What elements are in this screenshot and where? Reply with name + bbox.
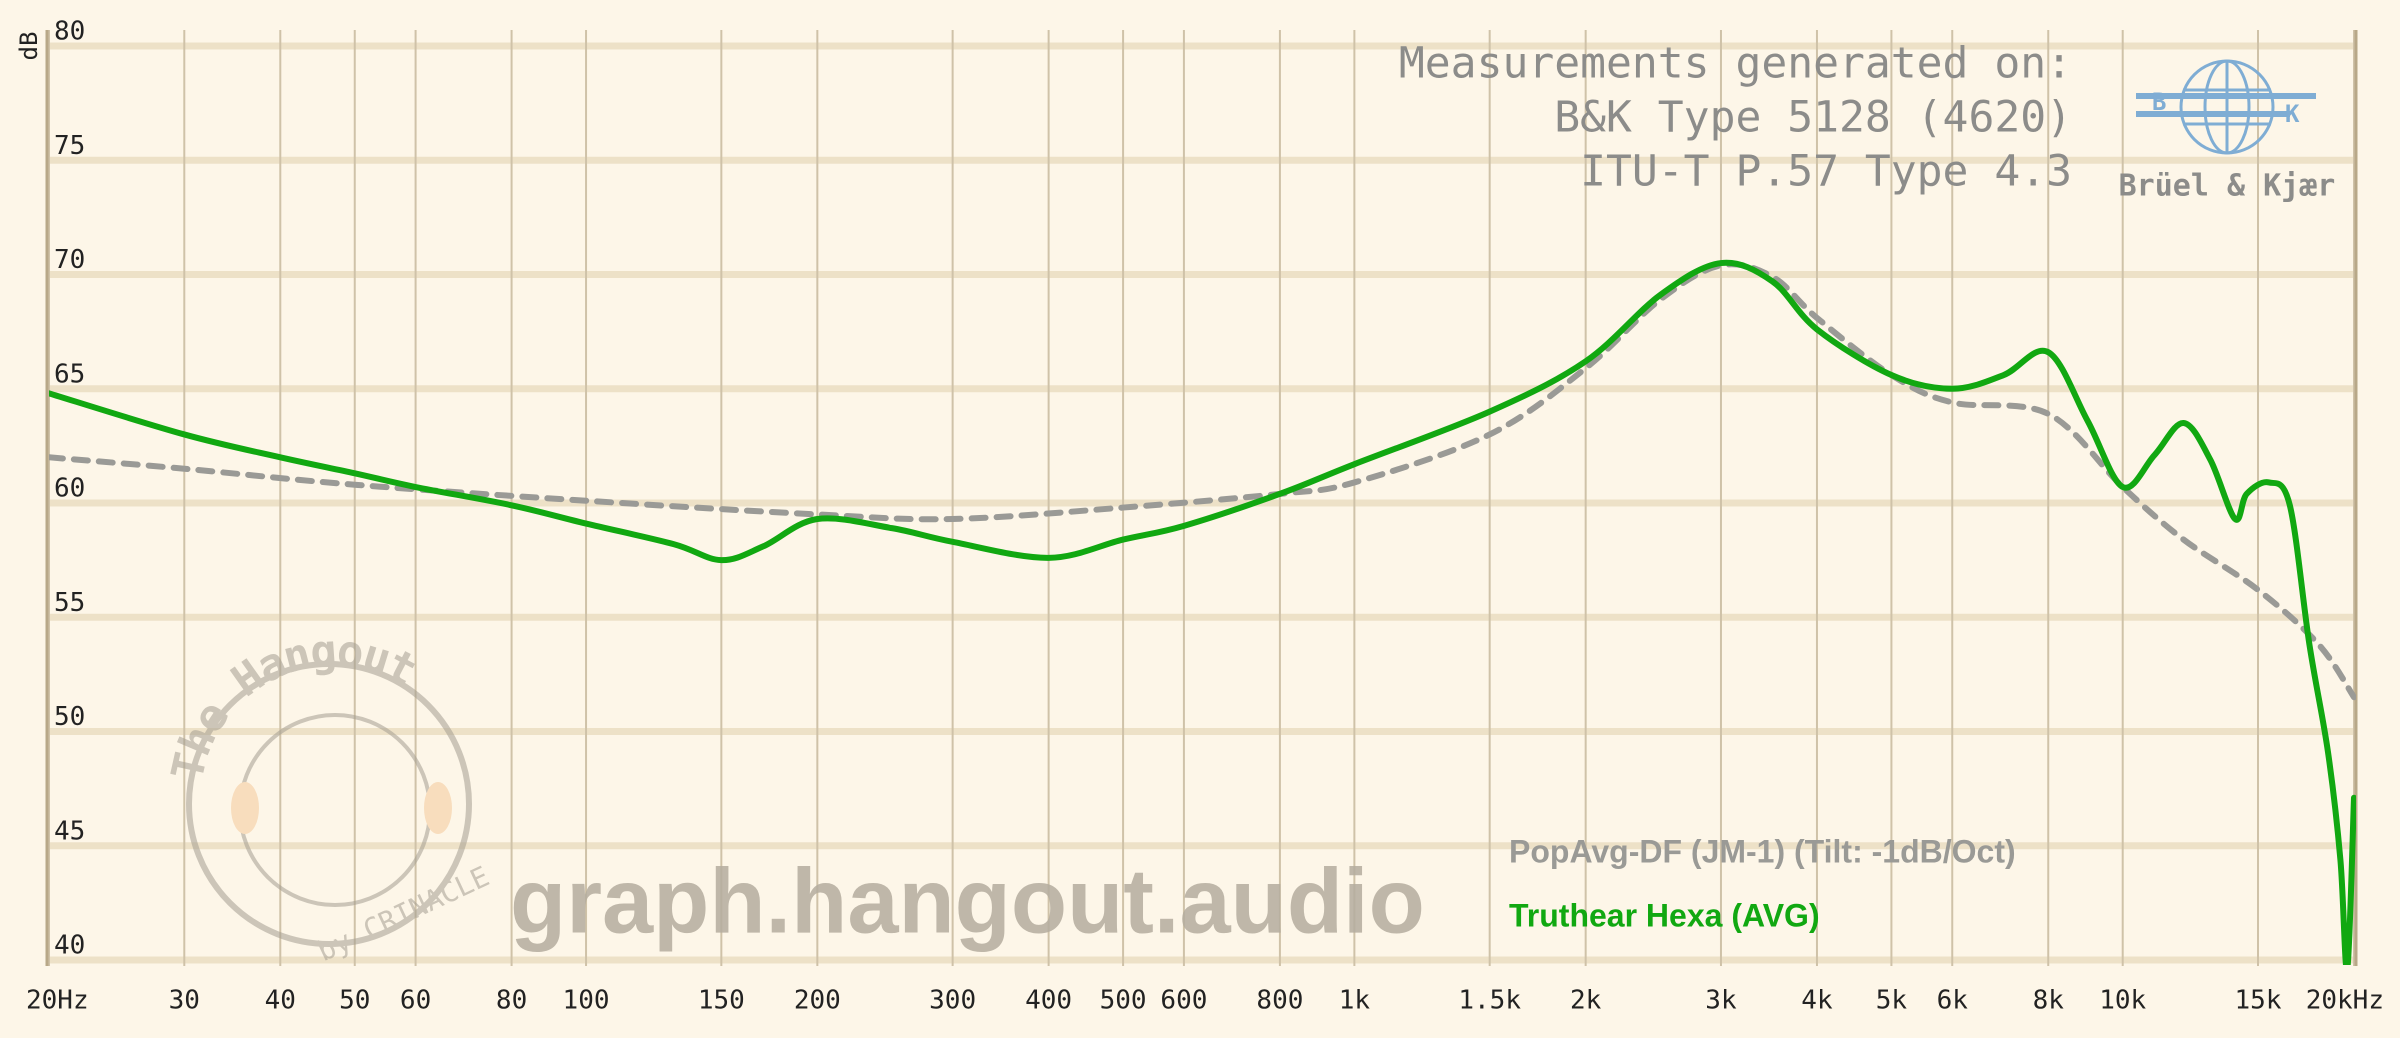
y-tick-label: 55 [54, 588, 85, 618]
x-tick-label: 600 [1160, 986, 1207, 1016]
badge-ear [231, 782, 259, 834]
x-tick-label: 200 [794, 986, 841, 1016]
x-tick-label: 4k [1801, 986, 1833, 1016]
x-tick-label: 20Hz [26, 986, 89, 1016]
y-axis-label: dB [15, 32, 43, 61]
x-tick-label: 60 [400, 986, 431, 1016]
badge-ring [186, 661, 472, 947]
x-tick-label: 3k [1705, 986, 1737, 1016]
x-tick-label: 40 [265, 986, 296, 1016]
y-tick-label: 50 [54, 702, 85, 732]
x-tick-label: 150 [698, 986, 745, 1016]
annotation: ITU-T P.57 Type 4.3 [1580, 147, 2072, 197]
y-tick-label: 70 [54, 245, 85, 275]
legend-entry: PopAvg-DF (JM-1) (Tilt: -1dB/Oct) [1509, 833, 2016, 869]
x-tick-label: 50 [339, 986, 370, 1016]
logo [2136, 59, 2316, 155]
x-tick-label: 500 [1100, 986, 1147, 1016]
y-tick-label: 80 [54, 17, 85, 47]
x-tick-label: 100 [563, 986, 610, 1016]
y-tick-label: 45 [54, 816, 85, 846]
x-tick-label: 30 [169, 986, 200, 1016]
x-tick-label: 1k [1339, 986, 1371, 1016]
x-tick-label: 300 [929, 986, 976, 1016]
annotation: Measurements generated on: [1399, 39, 2072, 89]
y-tick-label: 60 [54, 474, 85, 504]
y-tick-label: 75 [54, 131, 85, 161]
x-tick-label: 1.5k [1458, 986, 1521, 1016]
x-tick-label: 8k [2033, 986, 2065, 1016]
watermark: graph.hangout.audio [510, 850, 1425, 952]
plot-lines [49, 259, 2356, 965]
x-tick-label: 400 [1025, 986, 1072, 1016]
badge-ear [424, 782, 452, 834]
logo-letter: B [2152, 88, 2166, 116]
x-tick-label: 10k [2099, 986, 2146, 1016]
x-tick-label: 15k [2235, 986, 2282, 1016]
y-tick-label: 65 [54, 359, 85, 389]
x-tick-label: 800 [1256, 986, 1303, 1016]
annotation: B&K Type 5128 (4620) [1554, 93, 2072, 143]
legend-entry: Truthear Hexa (AVG) [1509, 897, 1820, 933]
y-tick-label: 40 [54, 931, 85, 961]
x-tick-label: 80 [496, 986, 527, 1016]
series-line [49, 259, 2356, 965]
logo-letter: K [2285, 100, 2300, 128]
x-tick-label: 2k [1570, 986, 1602, 1016]
logo-name: Brüel & Kjær [2119, 169, 2336, 204]
x-tick-label: 5k [1876, 986, 1908, 1016]
x-tick-label: 20kHz [2306, 986, 2384, 1016]
x-tick-label: 6k [1937, 986, 1969, 1016]
